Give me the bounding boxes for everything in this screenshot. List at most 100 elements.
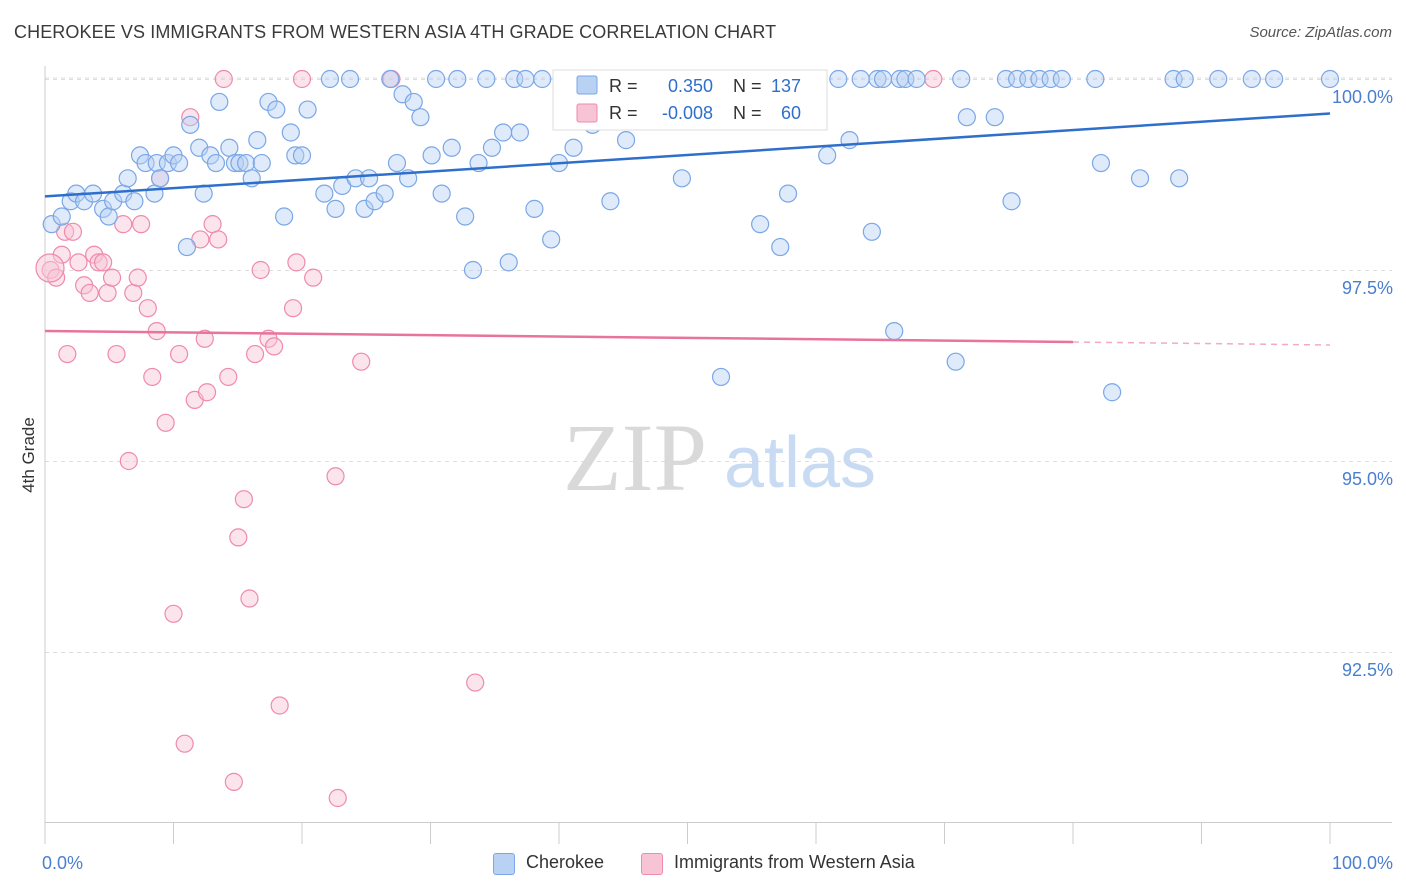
stats-r-label-2: R = [609, 103, 638, 123]
point-cherokee [907, 69, 926, 89]
point-immigrants [326, 467, 345, 486]
point-cherokee [286, 146, 305, 165]
point-immigrants [164, 604, 183, 623]
point-cherokee [355, 199, 374, 218]
point-immigrants [234, 490, 253, 509]
point-immigrants [138, 299, 157, 318]
point-cherokee [873, 69, 893, 89]
point-cherokee [499, 253, 518, 272]
point-cherokee [1175, 69, 1194, 89]
point-immigrants [102, 268, 122, 287]
point-cherokee [510, 123, 529, 142]
point-cherokee [237, 153, 256, 173]
point-immigrants [328, 788, 347, 808]
point-cherokee [125, 192, 144, 211]
point-cherokee [230, 153, 249, 173]
point-cherokee [387, 153, 407, 173]
stats-r-label-1: R = [609, 76, 638, 96]
point-immigrants [94, 253, 113, 272]
stats-n-value-1: 137 [771, 76, 801, 96]
legend-label-cherokee[interactable]: Cherokee [526, 852, 605, 872]
point-immigrants [131, 215, 151, 234]
y-axis-label: 4th Grade [19, 417, 38, 493]
point-immigrants-large [35, 253, 65, 283]
point-immigrants [98, 283, 117, 303]
point-cherokee [365, 192, 384, 211]
point-cherokee [851, 69, 870, 89]
point-immigrants [240, 589, 259, 608]
point-immigrants [89, 253, 108, 272]
point-cherokee [248, 131, 267, 150]
point-cherokee [778, 184, 798, 203]
chart-title: CHEROKEE VS IMMIGRANTS FROM WESTERN ASIA… [14, 22, 777, 42]
x-tick-label-left: 0.0% [42, 853, 83, 873]
y-tick-label: 92.5% [1342, 660, 1393, 680]
point-cherokee [359, 169, 379, 188]
point-cherokee [862, 222, 881, 241]
point-cherokee [340, 69, 360, 89]
point-cherokee [177, 237, 197, 257]
stats-legend-box: R = 0.350 N = 137 R = -0.008 N = 60 [552, 69, 828, 131]
point-cherokee [426, 69, 446, 89]
point-cherokee [1209, 69, 1228, 89]
point-cherokee [957, 108, 976, 127]
y-tick-label: 100.0% [1332, 87, 1393, 107]
point-immigrants [197, 383, 217, 402]
point-immigrants [209, 230, 228, 249]
watermark: ZIP atlas [563, 404, 876, 511]
point-cherokee [601, 192, 620, 211]
point-cherokee [946, 352, 965, 371]
point-cherokee [711, 367, 731, 387]
point-immigrants [169, 344, 189, 364]
point-cherokee [1170, 169, 1189, 188]
axes [44, 66, 1392, 844]
point-immigrants [270, 696, 289, 715]
x-tick-label-right: 100.0% [1332, 853, 1393, 873]
point-cherokee [1052, 69, 1071, 89]
point-immigrants [58, 344, 77, 364]
legend-swatch-immigrants[interactable] [641, 853, 663, 875]
point-cherokee [298, 100, 317, 119]
point-cherokee [829, 69, 848, 89]
stats-swatch-blue [576, 75, 598, 95]
point-immigrants [352, 352, 371, 371]
point-cherokee [482, 138, 502, 157]
point-immigrants [175, 734, 194, 753]
point-cherokee [210, 92, 229, 112]
point-cherokee [118, 169, 137, 188]
trend-lines [44, 112, 1331, 346]
point-cherokee [448, 69, 467, 89]
point-cherokee [564, 138, 583, 157]
point-cherokee [99, 207, 118, 226]
point-cherokee [404, 92, 423, 112]
source-label: Source: ZipAtlas.com [1249, 24, 1392, 41]
point-immigrants [224, 772, 243, 791]
point-cherokee [169, 153, 189, 173]
point-cherokee [52, 207, 71, 226]
point-cherokee [275, 207, 294, 226]
tick-labels: 100.0% 97.5% 95.0% 92.5% 0.0% 100.0% [42, 87, 1393, 873]
point-immigrants [195, 329, 214, 348]
legend-swatch-cherokee[interactable] [493, 853, 515, 875]
point-immigrants [128, 268, 147, 287]
point-immigrants [229, 528, 248, 547]
point-immigrants [203, 215, 222, 234]
point-cherokee [1002, 192, 1021, 211]
point-cherokee [952, 69, 971, 89]
point-cherokee [463, 260, 483, 280]
point-cherokee [281, 123, 300, 142]
point-cherokee [885, 322, 904, 341]
legend-label-immigrants[interactable]: Immigrants from Western Asia [674, 852, 915, 872]
trend-line-immigrants [44, 329, 1074, 344]
point-cherokee [1242, 69, 1261, 89]
stats-swatch-pink [576, 103, 598, 123]
point-cherokee [1320, 69, 1340, 89]
point-immigrants [214, 69, 233, 89]
point-cherokee [771, 237, 790, 257]
point-cherokee [533, 69, 552, 89]
point-cherokee [326, 199, 345, 218]
point-immigrants [124, 283, 143, 303]
point-cherokee [375, 184, 394, 203]
point-cherokee [494, 123, 513, 142]
stats-r-value-2: -0.008 [662, 103, 713, 123]
